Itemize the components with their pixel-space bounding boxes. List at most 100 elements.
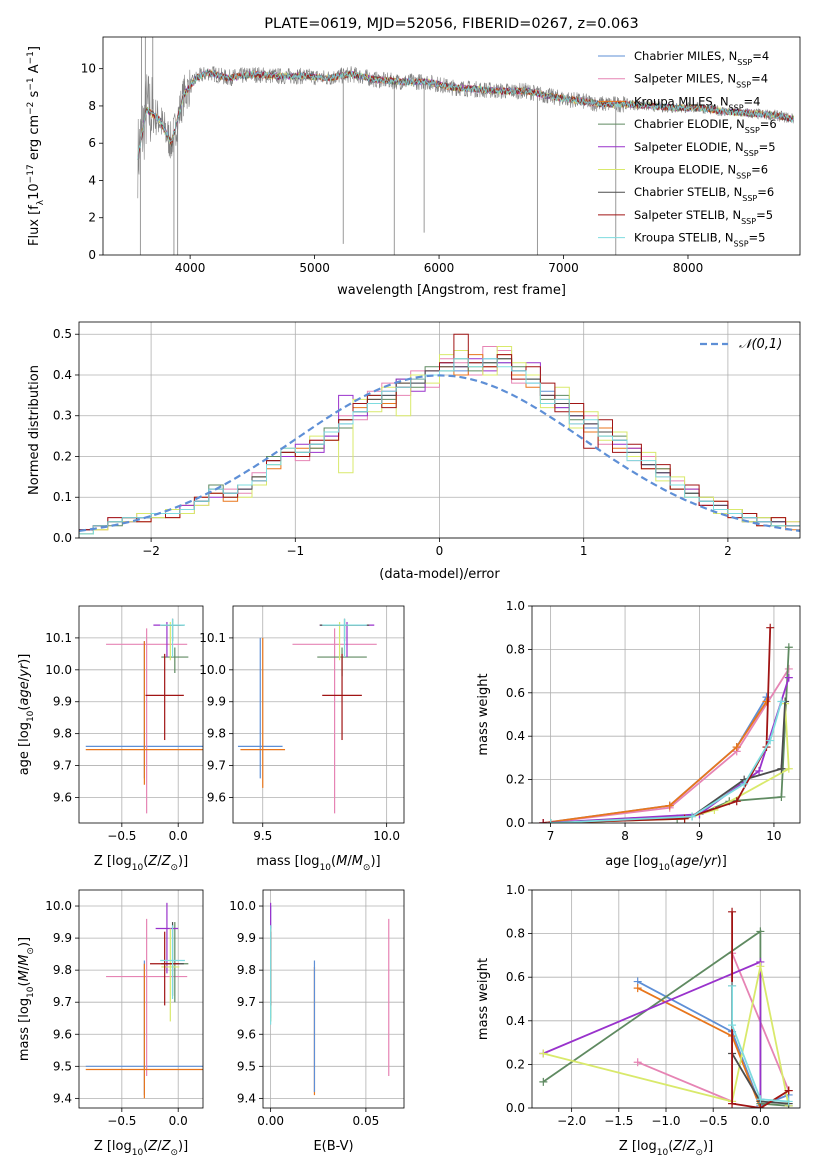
y-tick-label: 9.8 [207, 727, 226, 741]
label-part: M [336, 854, 347, 869]
y-tick-label: 9.5 [53, 1059, 72, 1073]
y-tick-label: 10.0 [199, 663, 226, 677]
label-part: / [682, 1139, 687, 1154]
label-part: 10 [657, 1148, 669, 1158]
weight-line [731, 985, 789, 1103]
label-part: 10 [26, 710, 36, 722]
x-tick-label: −0.5 [107, 1114, 136, 1128]
x-axis-label: E(B-V) [313, 1139, 353, 1154]
label-part: 10 [26, 986, 36, 998]
x-tick-label: −1.5 [604, 1114, 633, 1128]
axes-frame [78, 321, 801, 539]
y-tick-label: 0.0 [53, 531, 72, 545]
x-tick-label: 10 [766, 829, 781, 843]
legend-label-part: =6 [751, 163, 768, 177]
x-tick-label: 10.0 [373, 829, 400, 843]
y-tick-label: 0.1 [53, 490, 72, 504]
weight-marker [777, 792, 786, 801]
weight-marker [777, 764, 786, 773]
x-tick-label: 7 [547, 829, 555, 843]
legend-label: Chabrier MILES, NSSP=4 [634, 49, 769, 67]
y-tick-label: 9.7 [53, 995, 72, 1009]
z-age-panel: −0.5 0.09.69.79.89.910.010.1Z [log10(Z/Z⊙… [17, 605, 204, 873]
spectrum-panel: 4000 5000 6000 7000 8000 0 2 4 6 8 10 PLATE=0619, M… [26, 16, 801, 298]
x-axis-label: Z [log10(Z/Z⊙)] [94, 854, 188, 873]
y-tick-label: 9.8 [237, 963, 256, 977]
legend-label-part: Chabrier MILES, N [634, 49, 737, 63]
weight-marker [740, 779, 749, 788]
legend-label-part: Salpeter STELIB, N [634, 208, 741, 222]
weight-line [550, 647, 790, 823]
label-part: yr [17, 662, 32, 678]
label-part: / [17, 676, 32, 681]
legend-label-part: =4 [752, 49, 769, 63]
legend-label-part: Kroupa ELODIE, N [634, 163, 736, 177]
y-tick-label: 9.8 [53, 727, 72, 741]
label-part: age [log [17, 722, 32, 775]
label-part: A [27, 64, 42, 77]
y-tick-label: 0.2 [506, 773, 525, 787]
x-tick-label: 1 [580, 544, 588, 558]
legend-label-part: =4 [751, 72, 768, 86]
weight-line [543, 627, 772, 823]
label-part: ( [17, 706, 32, 711]
x-tick-label: −1.0 [651, 1114, 680, 1128]
weight-marker [756, 962, 765, 971]
y-axis-label: age [log10(age/yr)] [17, 654, 36, 776]
y-tick-label: 9.9 [53, 695, 72, 709]
x-tick-label: 7000 [548, 261, 579, 275]
label-part: age [675, 854, 699, 869]
y-tick-label: 0.2 [506, 1057, 525, 1071]
y-tick-label: 9.7 [237, 995, 256, 1009]
y-tick-label: 0.3 [53, 409, 72, 423]
x-tick-label: 0.0 [169, 1114, 188, 1128]
z-weight-panel: −2.0 −1.5 −1.0 −0.5 0.0 0.0 0.2 0.4 0.6 0.8 1.0 Z [… [476, 883, 801, 1158]
y-tick-label: 2 [88, 211, 96, 225]
x-tick-label: 9 [696, 829, 704, 843]
label-part: −17 [26, 164, 36, 183]
weight-marker [728, 907, 737, 916]
legend-label: 𝒩(0,1) [739, 337, 782, 352]
legend-label: Kroupa STELIB, NSSP=5 [634, 231, 765, 249]
weight-marker [756, 927, 765, 936]
weight-marker [546, 819, 555, 823]
y-tick-label: 0.4 [506, 729, 525, 743]
y-tick-label: 9.7 [207, 759, 226, 773]
x-tick-label: 0.0 [751, 1114, 770, 1128]
label-part: ( [331, 854, 336, 869]
label-part: )] [178, 1139, 188, 1154]
y-tick-label: 9.5 [237, 1059, 256, 1073]
axes-frame [102, 36, 801, 256]
weight-marker [784, 1086, 793, 1095]
axes-frame [531, 889, 801, 1109]
legend-label-part: =6 [760, 117, 777, 131]
y-tick-label: 9.6 [53, 790, 72, 804]
y-axis-label: mass weight [476, 958, 491, 1040]
label-part: age [17, 681, 32, 705]
axes-frame [531, 605, 801, 824]
weight-line [543, 668, 790, 823]
y-axis-label: mass [log10(M/M⊙)] [17, 937, 36, 1061]
y-tick-label: 9.4 [237, 1091, 256, 1105]
residuals-plot-area [79, 333, 800, 538]
weight-line [543, 696, 768, 823]
x-axis-label: age [log10(age/yr)] [605, 854, 727, 873]
z-mass-plot-area [85, 902, 203, 1099]
y-tick-label: 9.9 [53, 931, 72, 945]
weight-line [543, 677, 790, 823]
legend-label: Salpeter MILES, NSSP=4 [634, 72, 768, 90]
x-tick-label: 4000 [175, 261, 206, 275]
legend-label-part: SSP [737, 58, 752, 67]
y-tick-label: 0 [88, 248, 96, 262]
x-tick-label: 2 [724, 544, 732, 558]
label-part: 10 [320, 863, 332, 873]
legend-label: Chabrier STELIB, NSSP=6 [634, 185, 774, 203]
label-part: −1 [26, 51, 36, 64]
weight-marker [728, 1099, 737, 1108]
legend-label: Salpeter ELODIE, NSSP=5 [634, 140, 776, 158]
label-part: )] [17, 654, 32, 664]
label-part: erg cm [27, 115, 42, 164]
y-tick-label: 6 [88, 136, 96, 150]
